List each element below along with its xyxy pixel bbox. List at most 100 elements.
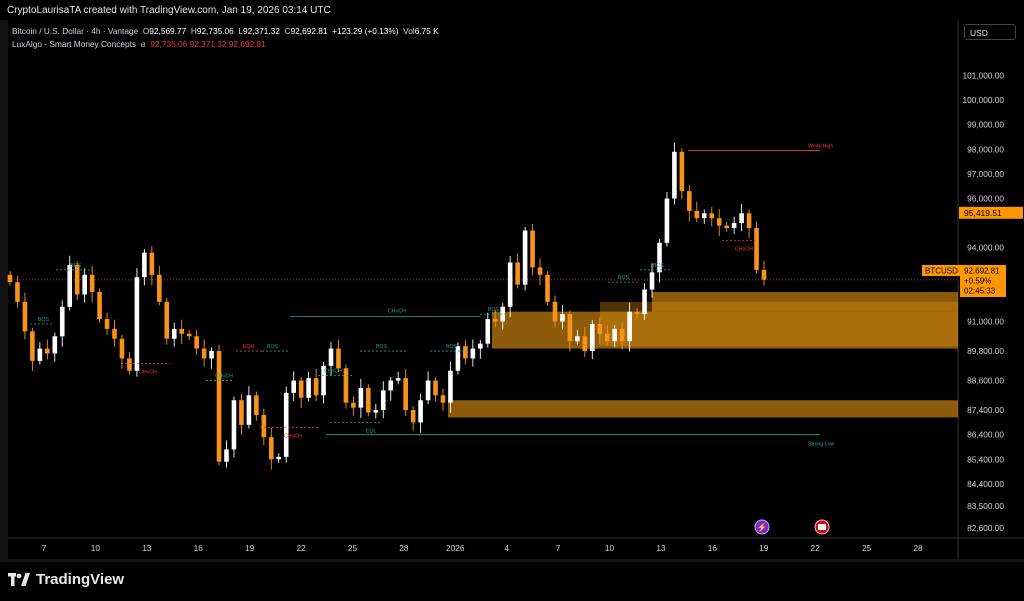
high-value: 92,735.06 [196, 26, 234, 36]
candle-body [627, 311, 632, 342]
order-block-zone [448, 400, 958, 418]
bos-label: BOS [618, 275, 629, 281]
candle-body [179, 328, 185, 334]
indicator-name: LuxAlgo - Smart Money Concepts [12, 39, 137, 49]
candle-body [149, 252, 155, 275]
candle-body [604, 333, 610, 342]
candle-body [283, 392, 289, 457]
candle-body [22, 301, 28, 332]
candle-body [134, 277, 140, 371]
x-tick-label: 16 [708, 543, 718, 553]
indicator-values: 92,735.06 92,371.32 92,692.81 [150, 39, 266, 49]
y-tick-label: 91,000.00 [967, 317, 1004, 327]
candle-body [171, 328, 177, 339]
candle-body [701, 213, 707, 219]
candle-body [328, 348, 334, 366]
candle-body [89, 274, 95, 292]
x-tick-label: 22 [811, 543, 821, 553]
symbol-tag: BTCUSD [925, 267, 958, 276]
candle-body [164, 301, 170, 339]
weak-high-label: Weak High [808, 144, 833, 150]
candle-body [739, 213, 744, 224]
candle-body [119, 338, 125, 359]
candle-body [455, 346, 461, 371]
candle-body [306, 378, 311, 398]
lightning-event-icon [754, 519, 770, 535]
candle-body [291, 380, 296, 393]
bos-label: BOS [653, 263, 664, 269]
change-percent: +0.59% [964, 277, 991, 286]
footer-bar [0, 562, 1024, 601]
candle-body [59, 306, 65, 337]
candle-body [104, 319, 110, 329]
candle-body [716, 218, 722, 226]
symbol-legend[interactable]: Bitcoin / U.S. Dollar · 4h · Vantage O92… [12, 26, 439, 36]
y-tick-label: 85,400.00 [967, 454, 1004, 464]
low-label: L [238, 26, 244, 36]
x-tick-label: 28 [913, 543, 923, 553]
candle-body [679, 151, 685, 192]
candle-body [395, 378, 401, 381]
candle-body [246, 395, 252, 425]
candle-body [754, 228, 759, 270]
x-tick-label: 13 [142, 543, 152, 553]
candle-body [530, 230, 535, 268]
x-tick-label: 7 [42, 543, 47, 553]
candle-body [388, 380, 394, 391]
strong-low-label: Strong Low [808, 442, 834, 448]
volume-label: Vol [403, 26, 415, 36]
candle-body [552, 301, 558, 322]
brand-logo[interactable]: TradingView [8, 571, 124, 588]
us-flag-glyph-icon [818, 524, 826, 530]
y-tick-label: 86,400.00 [967, 430, 1004, 440]
candle-body [313, 378, 319, 396]
choch-label: CHoCH [324, 369, 342, 375]
candle-body [298, 380, 304, 398]
choch-label: CHoCH [215, 374, 233, 380]
y-tick-label: 84,400.00 [967, 479, 1004, 489]
y-tick-label: 82,600.00 [967, 523, 1004, 533]
choch-label: CHoCH [139, 369, 157, 375]
candle-body [425, 380, 431, 401]
y-tick-label: 97,000.00 [967, 169, 1004, 179]
currency-button[interactable]: USD [964, 24, 1016, 40]
x-tick-label: 10 [91, 543, 101, 553]
candle-body [336, 348, 341, 369]
candle-body [746, 213, 752, 229]
bar-countdown: 02:45:33 [964, 287, 996, 296]
candle-body [239, 400, 244, 425]
x-tick-label: 7 [556, 543, 561, 553]
choch-label: CHoCH [388, 309, 406, 315]
candle-body [470, 348, 476, 359]
candle-body [142, 252, 147, 278]
candle-body [351, 402, 356, 408]
candle-body [418, 400, 423, 423]
symbol-line: Bitcoin / U.S. Dollar · 4h · Vantage [12, 26, 139, 36]
eye-off-icon[interactable]: ø [138, 39, 149, 49]
x-tick-label: 4 [504, 543, 509, 553]
candle-body [582, 336, 588, 352]
candle-body [224, 449, 229, 462]
change-value: +123.29 (+0.13%) [332, 26, 399, 36]
candle-body [589, 323, 595, 352]
indicator-legend[interactable]: LuxAlgo - Smart Money Concepts ø 92,735.… [12, 39, 266, 49]
candle-body [560, 314, 565, 322]
candle-body [231, 400, 237, 450]
y-tick-label: 94,000.00 [967, 243, 1004, 253]
candle-body [194, 336, 199, 349]
premium-shade-zone [600, 301, 958, 347]
y-tick-label: 89,800.00 [967, 346, 1004, 356]
x-tick-label: 19 [759, 543, 769, 553]
candle-body [634, 311, 640, 315]
tradingview-logo-icon [8, 573, 30, 586]
candle-body [216, 351, 222, 462]
candle-body [724, 225, 729, 229]
x-tick-label: 13 [656, 543, 666, 553]
y-tick-label: 100,000.00 [962, 95, 1004, 105]
candle-body [448, 370, 453, 403]
order-block-zone [652, 292, 958, 312]
candle-body [492, 319, 498, 322]
chart-caption: CryptoLaurisaTA created with TradingView… [7, 5, 331, 16]
x-tick-label: 2026 [446, 543, 465, 553]
